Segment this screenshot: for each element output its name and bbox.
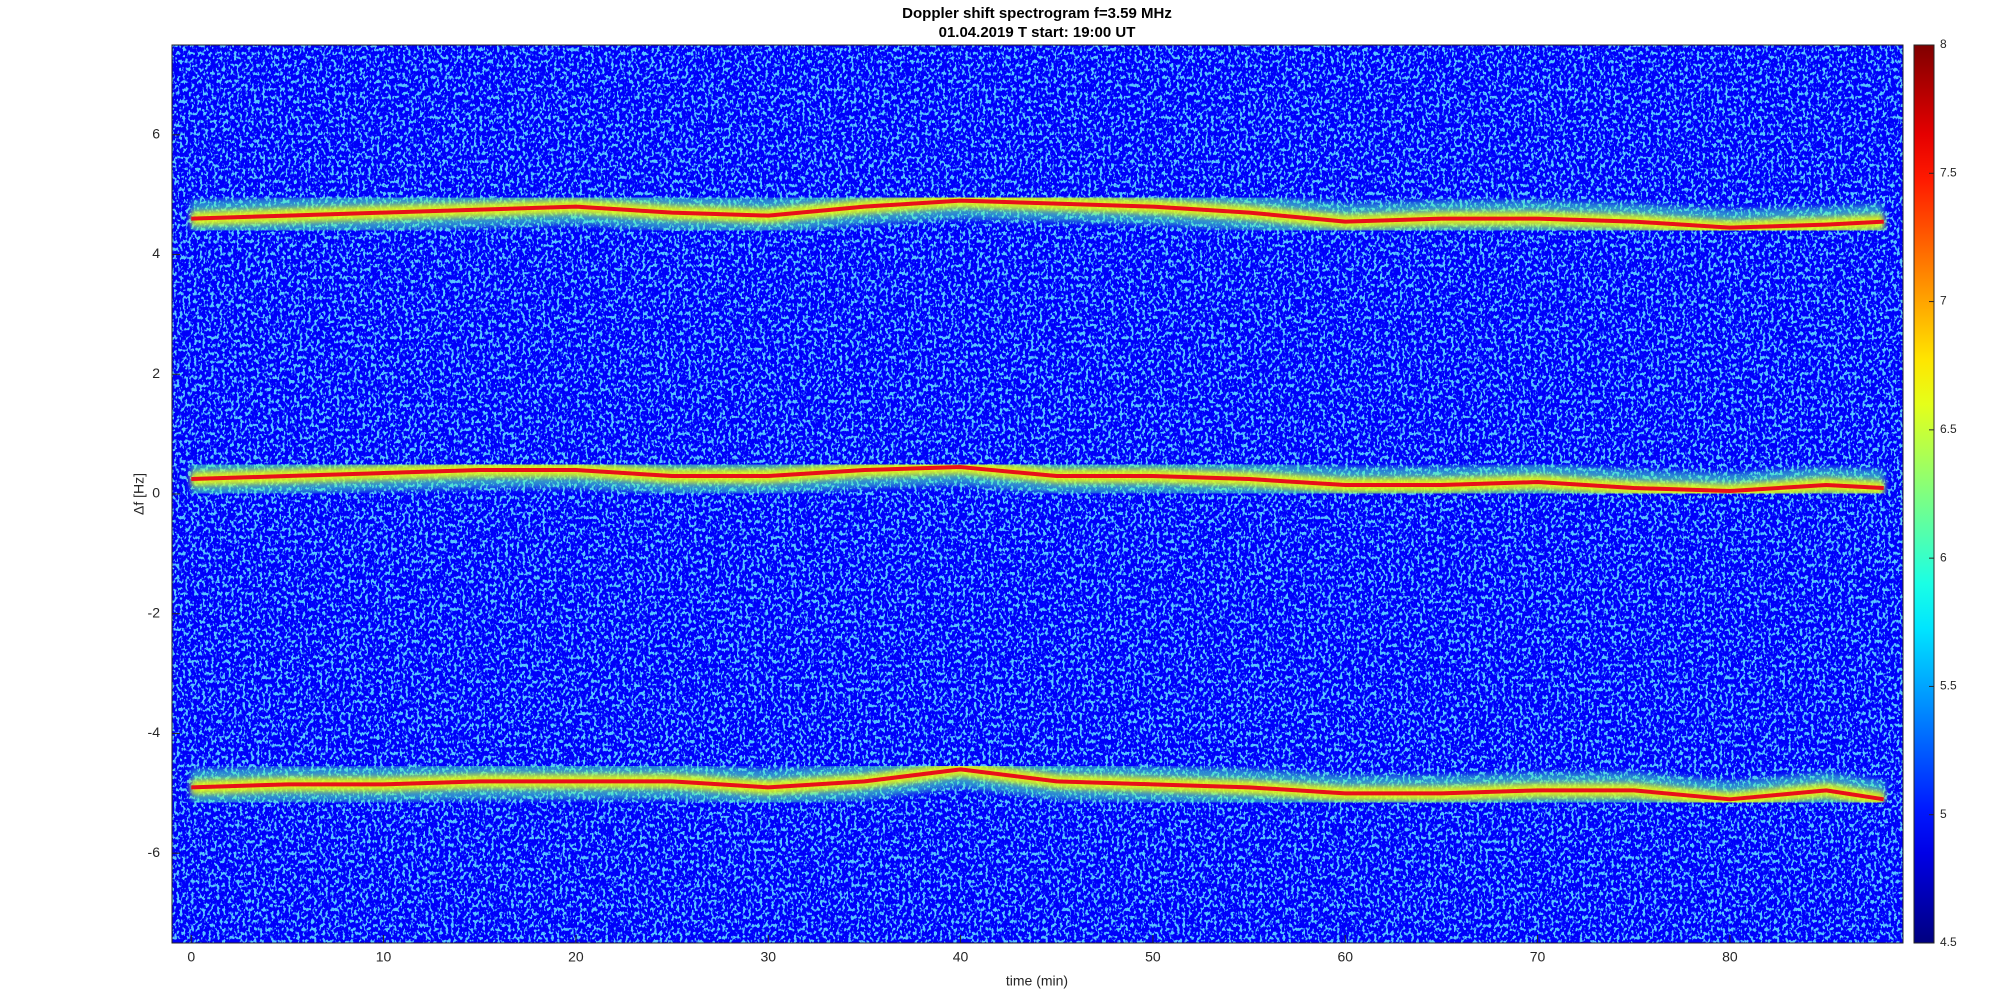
y-tick-label: 0 [152, 485, 160, 501]
x-tick-label: 50 [1145, 949, 1161, 965]
colorbar-tick-label: 6 [1940, 550, 1947, 564]
x-tick-label: 20 [568, 949, 584, 965]
y-tick-label: -2 [148, 604, 161, 620]
colorbar-tick-label: 4.5 [1940, 935, 1957, 949]
x-tick-label: 0 [187, 949, 195, 965]
chart-title: Doppler shift spectrogram f=3.59 MHz [902, 5, 1172, 22]
x-tick-label: 60 [1337, 949, 1353, 965]
colorbar-tick-label: 7 [1940, 294, 1947, 308]
y-tick-label: -4 [148, 724, 161, 740]
colorbar-tick-label: 5.5 [1940, 679, 1957, 693]
y-tick-label: 2 [152, 365, 160, 381]
trace-line [191, 465, 1884, 494]
y-tick-label: 4 [152, 245, 160, 261]
x-tick-label: 10 [376, 949, 392, 965]
x-tick-label: 30 [760, 949, 776, 965]
trace-line [191, 767, 1885, 802]
y-tick-label: 6 [152, 126, 160, 142]
colorbar-tick-label: 8 [1940, 37, 1947, 51]
colorbar-tick-label: 5 [1940, 807, 1947, 821]
x-tick-label: 80 [1722, 949, 1738, 965]
y-axis-label: Δf [Hz] [131, 473, 147, 515]
colorbar-tick-label: 7.5 [1940, 165, 1957, 179]
x-tick-label: 70 [1530, 949, 1546, 965]
trace-line [191, 198, 1884, 230]
x-tick-label: 40 [953, 949, 969, 965]
x-axis-label: time (min) [1006, 973, 1068, 989]
y-tick-label: -6 [148, 844, 161, 860]
colorbar [1913, 44, 1935, 944]
colorbar-tick-label: 6.5 [1940, 422, 1957, 436]
chart-subtitle: 01.04.2019 T start: 19:00 UT [939, 24, 1136, 41]
